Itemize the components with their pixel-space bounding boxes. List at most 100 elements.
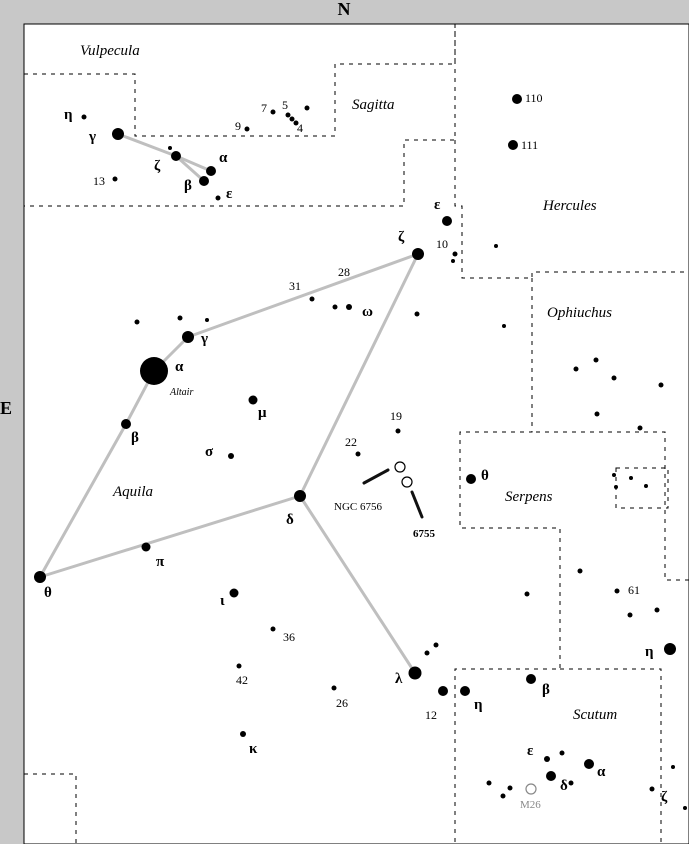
star-sigma-aquilae (228, 453, 234, 459)
star-22-aquilae (355, 451, 361, 457)
label-kappa-aquilae: κ (249, 741, 258, 757)
label-serpens: Serpens (505, 489, 553, 505)
star-61-serpentis (614, 588, 620, 594)
label-eta-aquilae: η (474, 697, 483, 713)
label-gamma-vulpeculae: γ (88, 129, 96, 145)
star-36-aquilae (270, 626, 276, 632)
label-alpha-sagittae: α (219, 150, 228, 166)
star-delta-aquilae (294, 490, 306, 502)
star-19-aquilae (395, 428, 401, 434)
star-field (559, 750, 565, 756)
stars (34, 94, 687, 810)
star-5-sagittae (285, 112, 291, 118)
line-gamma-zeta (116, 132, 178, 158)
star-field (658, 382, 664, 388)
star-gamma-aquilae (182, 331, 194, 343)
label-iota-aquilae: ι (220, 593, 225, 609)
star-zeta-sagittae (171, 151, 181, 161)
boundary-scutum (560, 668, 662, 844)
label-eta-vulpeculae: η (64, 107, 73, 123)
star-field (612, 473, 616, 477)
star-theta-serpentis (466, 474, 476, 484)
label-36-aquilae: 36 (283, 630, 295, 644)
label-22-aquilae: 22 (345, 435, 357, 449)
star-9-sagittae (244, 126, 250, 132)
star-field (627, 612, 633, 618)
label-110-herculis: 110 (525, 91, 543, 105)
star-field (486, 780, 492, 786)
star-field (593, 357, 599, 363)
label-zeta-sagittae: ζ (154, 158, 161, 174)
star-field (134, 319, 140, 325)
star-alpha-aquilae (140, 357, 168, 385)
sagitta-star-labels: η γ 13 ζ α β ε 9 7 5 4 (64, 98, 303, 202)
label-altair: Altair (169, 387, 193, 398)
star-field (568, 780, 574, 786)
label-epsilon-sagittae: ε (226, 186, 233, 202)
label-aquila: Aquila (112, 484, 153, 500)
deep-sky-labels: NGC 6756 6755 M26 (334, 501, 541, 811)
label-61-serpentis: 61 (628, 583, 640, 597)
boundary-vulpecula-sagitta (24, 24, 456, 137)
star-field (205, 318, 209, 322)
line-theta-delta (38, 494, 302, 579)
star-110-herculis (512, 94, 522, 104)
star-field (304, 105, 310, 111)
label-eta-serpentis: η (645, 644, 654, 660)
label-28-aquilae: 28 (338, 265, 350, 279)
pointer-ngc6756 (362, 468, 390, 485)
star-field (671, 765, 675, 769)
label-111-herculis: 111 (521, 138, 538, 152)
label-26-aquilae: 26 (336, 696, 348, 710)
constellation-boundaries (24, 24, 689, 844)
aquila-star-labels: α Altair ζ ε 10 γ ω 31 28 μ β σ 19 22 δ … (44, 197, 483, 757)
star-field (683, 806, 687, 810)
star-field (629, 476, 633, 480)
star-field (452, 251, 458, 257)
star-111-herculis (508, 140, 518, 150)
star-pi-aquilae (141, 542, 151, 552)
star-zeta-aquilae (412, 248, 424, 260)
label-beta-aquilae: β (131, 430, 139, 446)
label-beta-sagittae: β (184, 178, 192, 194)
label-pi-aquilae: π (156, 554, 165, 570)
star-mu-aquilae (248, 395, 258, 405)
label-5-sagittae: 5 (282, 98, 288, 112)
star-field (637, 425, 643, 431)
label-vulpecula: Vulpecula (80, 43, 140, 59)
cluster-ngc6755 (401, 476, 413, 488)
cluster-m26 (525, 783, 537, 795)
label-ngc6756: NGC 6756 (334, 501, 382, 513)
star-4-sagittae (289, 116, 295, 122)
star-field (168, 146, 172, 150)
star-gamma-vulpeculae (112, 128, 124, 140)
star-field (654, 607, 660, 613)
map-area (23, 23, 689, 844)
star-field (494, 244, 498, 248)
label-delta-scuti: δ (560, 778, 568, 794)
label-m26: M26 (520, 799, 541, 811)
label-7-sagittae: 7 (261, 101, 267, 115)
cluster-ngc6756 (394, 461, 406, 473)
line-zeta-delta (298, 252, 420, 498)
label-13-vulpeculae: 13 (93, 174, 105, 188)
star-beta-aquilae (121, 419, 131, 429)
label-delta-aquilae: δ (286, 512, 294, 528)
label-alpha-aquilae: α (175, 359, 184, 375)
line-zeta-alpha (174, 154, 213, 173)
label-epsilon-aquilae: ε (434, 197, 441, 213)
label-hercules: Hercules (542, 198, 597, 214)
line-beta-theta (38, 422, 128, 579)
star-field (500, 793, 506, 799)
star-field (614, 485, 618, 489)
star-alpha-scuti (584, 759, 594, 769)
aquila-figure (38, 252, 420, 675)
star-zeta-scuti (649, 786, 655, 792)
star-kappa-aquilae (240, 731, 246, 737)
line-zeta-gamma (186, 252, 420, 339)
star-beta-scuti (526, 674, 536, 684)
label-42-aquilae: 42 (236, 673, 248, 687)
star-epsilon-sagittae (215, 195, 221, 201)
star-field (573, 366, 579, 372)
star-31-aquilae (309, 296, 315, 302)
